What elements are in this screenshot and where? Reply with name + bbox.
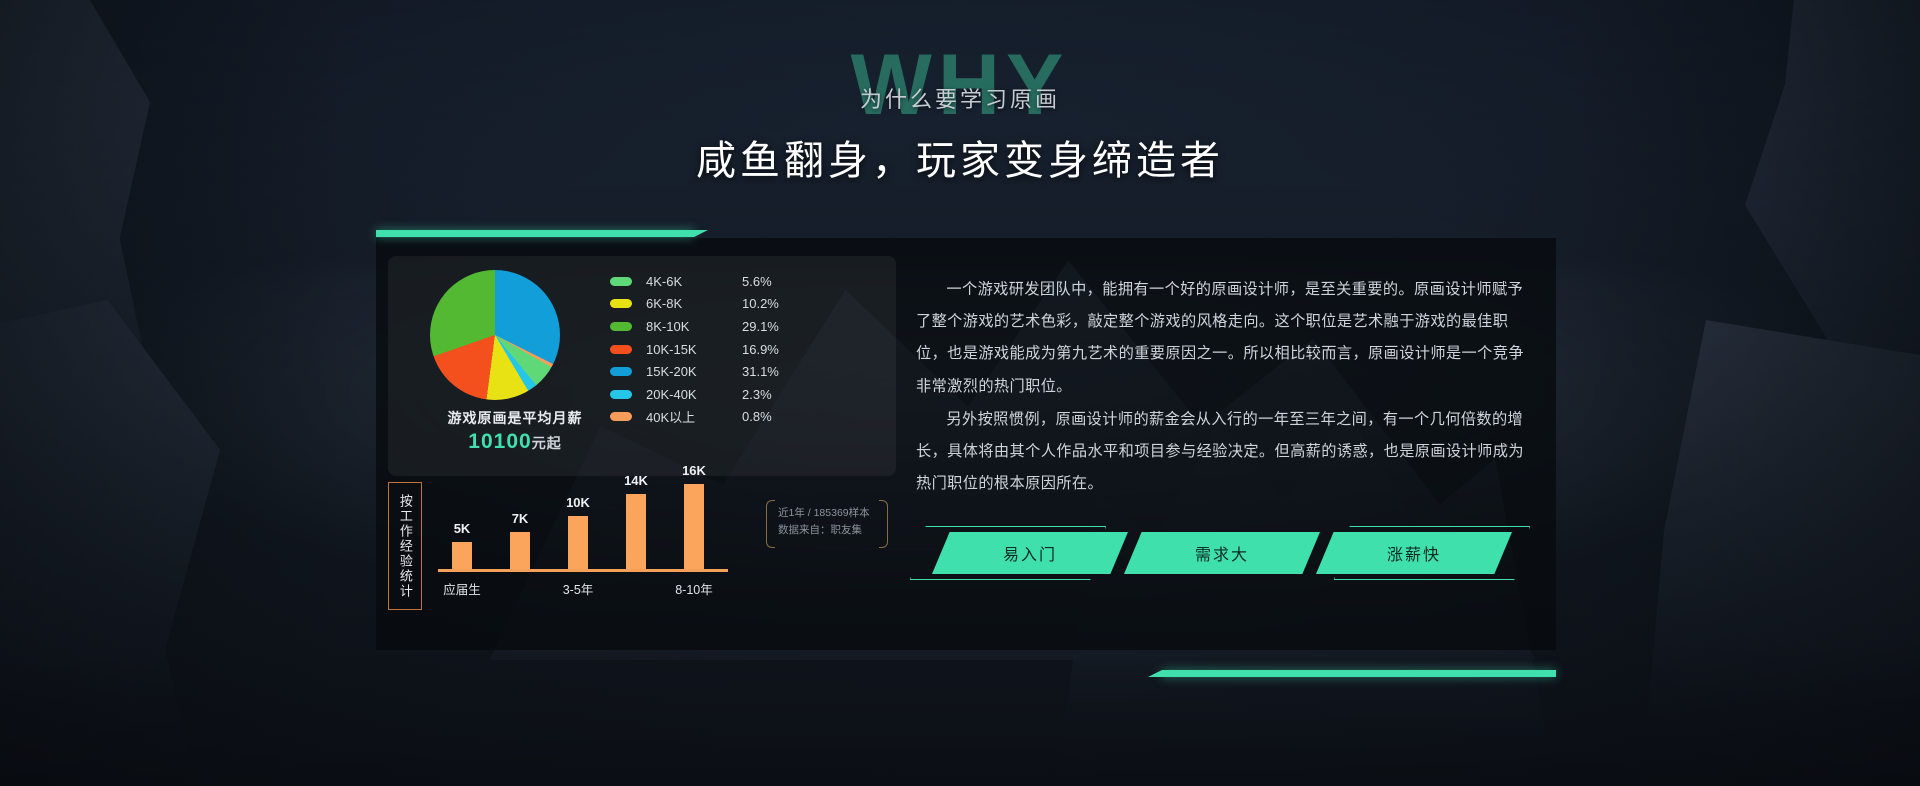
legend-label: 20K-40K — [646, 386, 697, 402]
bar-value-label: 16K — [682, 462, 706, 478]
legend-swatch-icon — [610, 321, 632, 331]
legend-row: 8K-10K 29.1% — [610, 315, 880, 338]
legend-label: 8K-10K — [646, 318, 690, 334]
pie-average-salary: 10100元起 — [418, 430, 612, 454]
page-title: 咸鱼翻身，玩家变身缔造者 — [696, 139, 1224, 183]
bar-value-label: 14K — [624, 473, 648, 489]
bracket-left-icon — [766, 500, 775, 548]
data-source-note: 近1年 / 185369样本 数据来自：职友集 — [766, 500, 888, 548]
pie-chart: 游戏原画是平均月薪 10100元起 — [418, 270, 588, 453]
legend-swatch-icon — [610, 412, 632, 422]
legend-row: 6K-8K 10.2% — [610, 293, 880, 316]
legend-label: 10K-15K — [646, 341, 697, 357]
accent-bar-bottom-right — [1162, 670, 1556, 677]
legend-row: 15K-20K 31.1% — [610, 360, 880, 383]
legend-row: 10K-15K 16.9% — [610, 338, 880, 361]
legend-value: 10.2% — [742, 296, 779, 312]
pie-caption: 游戏原画是平均月薪 — [447, 410, 583, 426]
legend-value: 5.6% — [742, 273, 772, 289]
feature-tags: 易入门 需求大 涨薪快 — [910, 526, 1530, 580]
pie-chart-card: 游戏原画是平均月薪 10100元起 4K-6K 5.6% 6K-8K 10.2% 8K-… — [388, 256, 896, 476]
legend-swatch-icon — [610, 276, 632, 286]
note-line-1: 近1年 / 185369样本 — [778, 507, 870, 519]
legend-label: 4K-6K — [646, 273, 683, 289]
pie-graphic — [430, 270, 560, 400]
bar-category-label: 应届生 — [443, 583, 481, 597]
content-panel: 游戏原画是平均月薪 10100元起 4K-6K 5.6% 6K-8K 10.2% 8K-… — [376, 238, 1556, 650]
pie-average-unit: 元起 — [531, 435, 562, 451]
legend-swatch-icon — [610, 299, 632, 309]
bar-chart-vertical-label: 按工作经验统计 — [388, 482, 422, 610]
legend-label: 40K以上 — [646, 410, 696, 426]
bar-chart-section: 按工作经验统计 5K 7K 10K 14K 16K 应届生 3-5年 8-10年 近1年 / … — [388, 463, 896, 636]
watermark-text: WHY — [850, 37, 1070, 133]
tag-easy-entry[interactable]: 易入门 — [932, 532, 1128, 574]
note-line-2: 数据来自：职友集 — [778, 523, 862, 536]
legend-value: 16.9% — [742, 341, 779, 357]
legend-swatch-icon — [610, 389, 632, 399]
legend-swatch-icon — [610, 367, 632, 377]
bar-category-label: 8-10年 — [675, 583, 713, 597]
bar-chart: 5K 7K 10K 14K 16K 应届生 3-5年 8-10年 — [438, 440, 728, 600]
accent-bar-top-left — [376, 230, 694, 237]
bar-category-label: 3-5年 — [562, 583, 594, 597]
pie-legend: 4K-6K 5.6% 6K-8K 10.2% 8K-10K 29.1% 10K-15K 16.… — [610, 270, 880, 428]
bar-value-label: 5K — [453, 521, 471, 537]
tag-fast-raise[interactable]: 涨薪快 — [1316, 532, 1512, 574]
legend-value: 0.8% — [742, 409, 772, 425]
legend-value: 31.1% — [742, 364, 779, 380]
legend-row: 4K-6K 5.6% — [610, 270, 880, 293]
tag-high-demand[interactable]: 需求大 — [1124, 532, 1320, 574]
bar — [568, 515, 588, 569]
bar — [510, 531, 530, 569]
body-paragraph-1: 一个游戏研发团队中，能拥有一个好的原画设计师，是至关重要的。原画设计师赋予了整个… — [916, 281, 1524, 395]
bracket-right-icon — [879, 500, 888, 548]
bar — [452, 542, 472, 569]
legend-label: 15K-20K — [646, 364, 697, 380]
charts-column: 游戏原画是平均月薪 10100元起 4K-6K 5.6% 6K-8K 10.2% 8K-… — [376, 238, 896, 650]
bar-value-label: 7K — [511, 510, 529, 526]
bar — [626, 494, 646, 569]
legend-row: 40K以上 0.8% — [610, 406, 880, 429]
description-column: 一个游戏研发团队中，能拥有一个好的原画设计师，是至关重要的。原画设计师赋予了整个… — [906, 238, 1556, 650]
pie-average-number: 10100 — [468, 430, 532, 453]
legend-value: 29.1% — [742, 318, 779, 334]
legend-row: 20K-40K 2.3% — [610, 383, 880, 406]
legend-label: 6K-8K — [646, 296, 683, 312]
page-header: WHY 为什么要学习原画 咸鱼翻身，玩家变身缔造者 — [0, 42, 1920, 186]
header-kicker: 为什么要学习原画 — [859, 87, 1060, 112]
legend-swatch-icon — [610, 344, 632, 354]
body-paragraph-2: 另外按照惯例，原画设计师的薪金会从入行的一年至三年之间，有一个几何倍数的增长，具… — [916, 411, 1524, 493]
legend-value: 2.3% — [742, 386, 772, 402]
bar — [684, 483, 704, 569]
bar-value-label: 10K — [566, 494, 590, 510]
bar-chart-axis — [438, 569, 728, 572]
